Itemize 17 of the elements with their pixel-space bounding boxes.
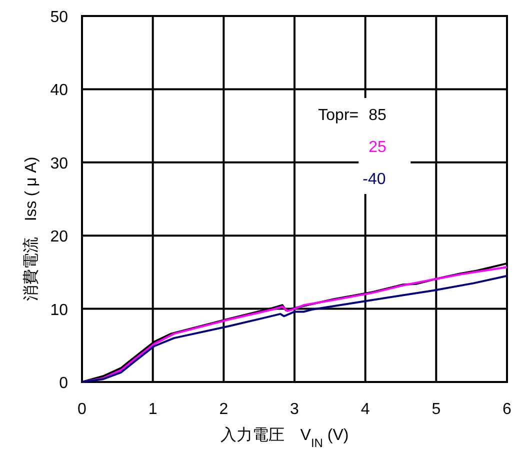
- x-tick-label: 1: [148, 401, 158, 418]
- y-tick-label: 30: [50, 155, 68, 172]
- y-axis-title: 消費電流 Iss ( μ A): [22, 156, 40, 302]
- y-tick-label: 20: [50, 228, 68, 246]
- x-axis-title: 入力電圧 V$_{IN}$ (V): [220, 426, 349, 450]
- legend-title: Topr=: [318, 107, 359, 124]
- y-tick-label: 50: [50, 9, 68, 26]
- x-tick-label: 6: [502, 401, 512, 418]
- x-tick-label: 4: [360, 401, 370, 418]
- x-tick-label: 0: [78, 401, 87, 418]
- legend: Topr= 85 25 -40: [318, 98, 411, 194]
- x-tick-label: 3: [290, 401, 300, 418]
- y-tick-label: 40: [50, 82, 68, 100]
- x-tick-label: 2: [219, 401, 228, 418]
- y-tick-label: 10: [50, 302, 68, 319]
- x-tick-label: 5: [432, 401, 441, 418]
- y-tick-label: 0: [59, 375, 68, 392]
